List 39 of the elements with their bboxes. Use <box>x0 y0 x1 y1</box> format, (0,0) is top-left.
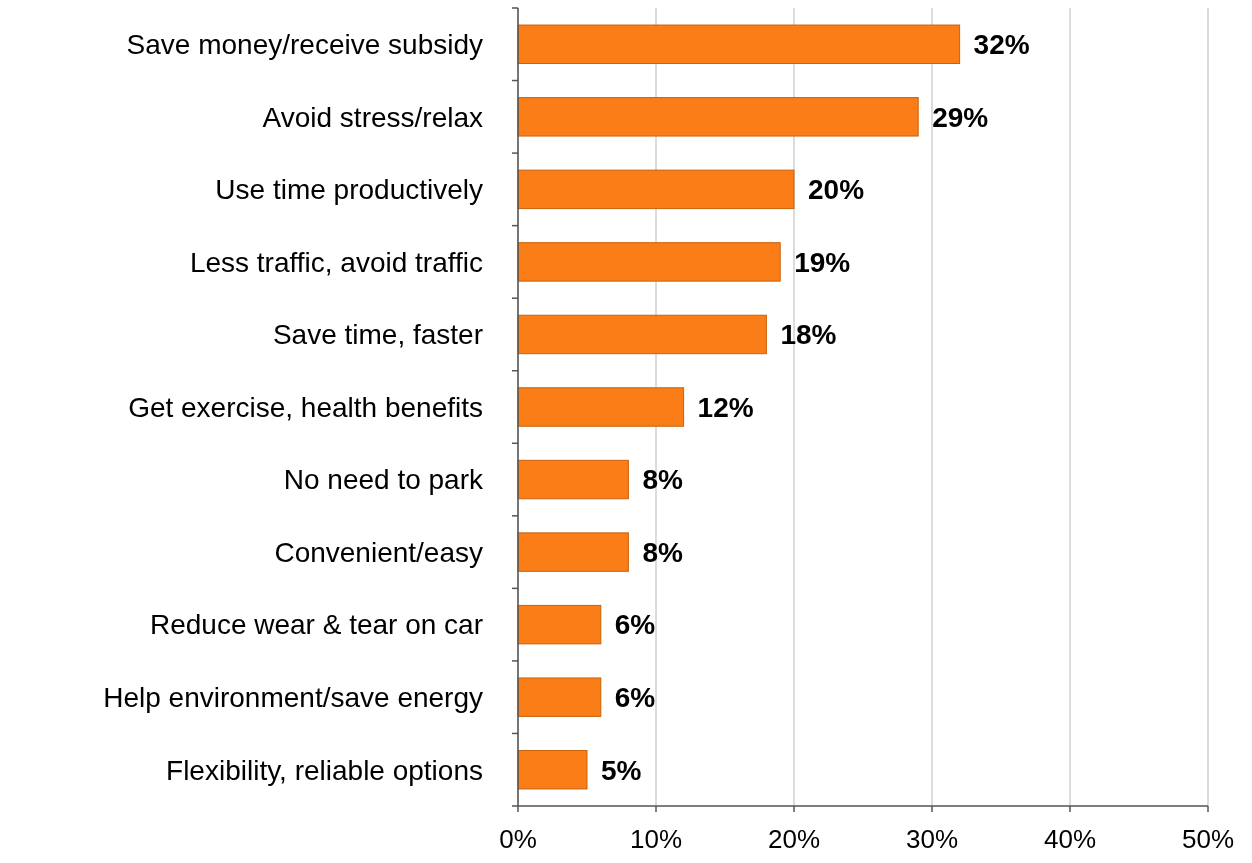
bar <box>517 242 781 282</box>
bar <box>517 24 961 64</box>
data-label: 12% <box>697 391 754 423</box>
data-label: 6% <box>614 681 656 713</box>
data-label: 32% <box>973 29 1030 61</box>
x-tick-label: 10% <box>629 824 683 854</box>
data-label: 5% <box>601 754 642 786</box>
y-tick-label: Less traffic, avoid traffic <box>189 246 483 278</box>
y-tick-label: Reduce wear & tear on car <box>149 609 483 641</box>
data-label: 19% <box>794 246 851 278</box>
x-tick-label: 50% <box>1181 824 1235 854</box>
y-tick-label: Flexibility, reliable options <box>166 754 483 786</box>
bar <box>517 532 629 572</box>
data-label: 29% <box>932 101 989 133</box>
bar <box>517 314 767 355</box>
data-label: 8% <box>642 536 683 568</box>
x-tick-label: 40% <box>1043 824 1097 854</box>
data-label: 18% <box>780 319 837 351</box>
bar <box>517 459 629 500</box>
x-tick-label: 0% <box>499 824 537 854</box>
y-tick-label: Save time, faster <box>272 319 483 351</box>
x-tick-label: 20% <box>767 824 821 854</box>
y-tick-label: Help environment/save energy <box>103 681 483 713</box>
y-tick-label: No need to park <box>283 464 484 496</box>
y-tick-label: Use time productively <box>215 174 483 206</box>
data-label: 6% <box>614 609 656 641</box>
bar <box>517 387 685 427</box>
data-label: 8% <box>642 464 683 496</box>
bar <box>517 169 795 210</box>
data-label: 20% <box>808 174 865 206</box>
x-tick-label: 30% <box>905 824 959 854</box>
y-tick-label: Save money/receive subsidy <box>126 29 483 61</box>
bar <box>517 97 919 137</box>
bar <box>517 604 602 645</box>
y-tick-label: Convenient/easy <box>274 536 483 568</box>
y-tick-label: Avoid stress/relax <box>262 101 483 133</box>
bar <box>517 677 602 717</box>
bar <box>517 750 588 790</box>
y-tick-label: Get exercise, health benefits <box>128 391 483 423</box>
